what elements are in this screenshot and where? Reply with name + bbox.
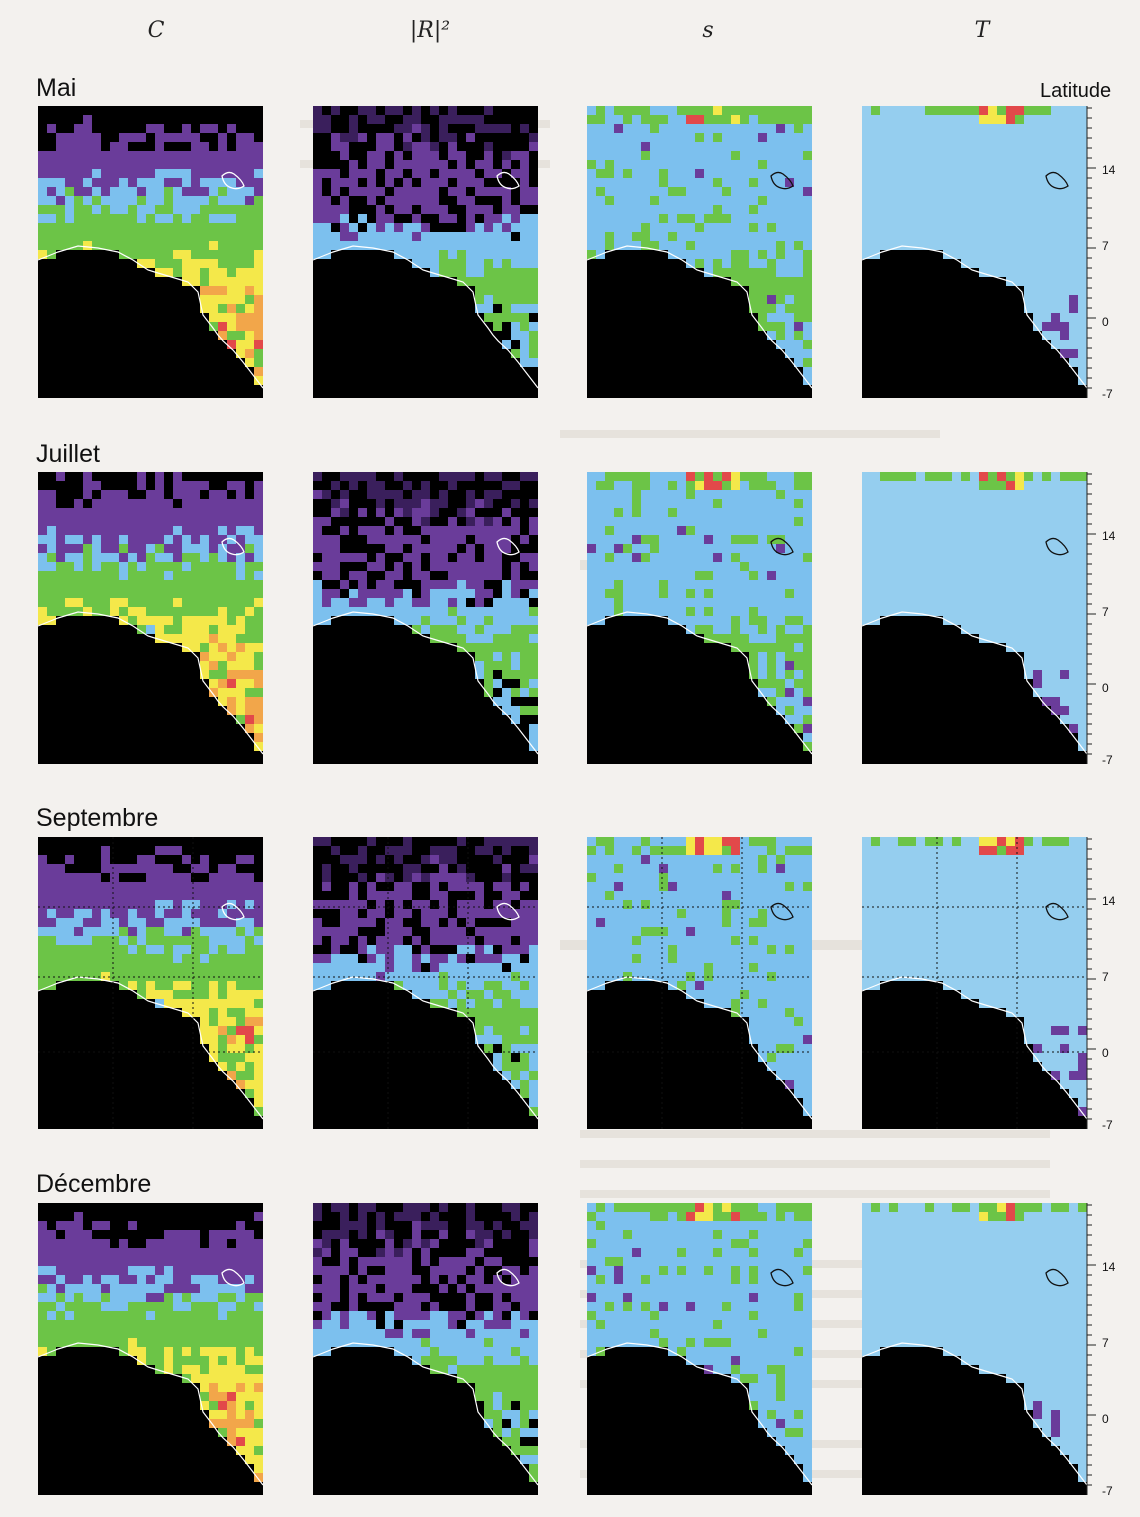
latitude-tick-label: 0 bbox=[1102, 681, 1109, 696]
latitude-tick-label: 14 bbox=[1102, 1260, 1116, 1275]
column-header-s: s bbox=[702, 18, 714, 43]
coastline bbox=[313, 245, 538, 389]
map-raster bbox=[862, 837, 1087, 1129]
map-raster bbox=[587, 472, 812, 764]
map-panel-c-mai bbox=[38, 106, 263, 398]
map-panel-t-juillet bbox=[862, 472, 1087, 764]
map-raster bbox=[587, 106, 812, 398]
map-panel-r2-decembre bbox=[313, 1203, 538, 1495]
column-header-t: T bbox=[974, 18, 990, 43]
coastline bbox=[313, 1342, 538, 1486]
map-panel-r2-juillet bbox=[313, 472, 538, 764]
map-panel-s-decembre bbox=[587, 1203, 812, 1495]
lake-outline bbox=[1045, 171, 1069, 190]
coastline bbox=[862, 245, 1087, 389]
latitude-tick-label: 0 bbox=[1102, 315, 1109, 330]
map-panel-c-juillet bbox=[38, 472, 263, 764]
latitude-tick-label: -7 bbox=[1102, 1483, 1113, 1498]
map-raster bbox=[313, 472, 538, 764]
lake-outline bbox=[770, 1268, 794, 1287]
map-panel-s-juillet bbox=[587, 472, 812, 764]
map-panel-t-decembre bbox=[862, 1203, 1087, 1495]
coastline bbox=[862, 976, 1087, 1120]
month-label-septembre: Septembre bbox=[36, 804, 159, 832]
month-label-juillet: Juillet bbox=[36, 440, 100, 468]
axis-ticks bbox=[1086, 472, 1096, 764]
coastline bbox=[587, 976, 812, 1120]
column-header-r: |R|² bbox=[409, 18, 451, 43]
lake-outline bbox=[221, 537, 245, 556]
month-label-mai: Mai bbox=[36, 74, 77, 102]
lake-outline bbox=[496, 1268, 520, 1287]
lake-outline bbox=[496, 171, 520, 190]
latitude-tick-label: 14 bbox=[1102, 894, 1116, 909]
map-raster bbox=[38, 472, 263, 764]
coastline bbox=[38, 611, 263, 755]
map-raster bbox=[587, 1203, 812, 1495]
map-raster bbox=[38, 837, 263, 1129]
latitude-axis-row-1: 14 7 0 -7 bbox=[1086, 106, 1140, 401]
axis-ticks bbox=[1086, 1203, 1096, 1495]
coastline bbox=[313, 611, 538, 755]
map-raster bbox=[313, 106, 538, 398]
coastline bbox=[38, 1342, 263, 1486]
coastline bbox=[862, 1342, 1087, 1486]
latitude-tick-label: 0 bbox=[1102, 1046, 1109, 1061]
map-raster bbox=[38, 106, 263, 398]
coastline bbox=[38, 245, 263, 389]
lake-outline bbox=[496, 537, 520, 556]
latitude-tick-label: 7 bbox=[1102, 970, 1109, 985]
latitude-tick-label: 14 bbox=[1102, 529, 1116, 544]
latitude-tick-label: -7 bbox=[1102, 386, 1113, 401]
column-header-c: C bbox=[147, 18, 165, 43]
map-raster bbox=[862, 1203, 1087, 1495]
axis-ticks bbox=[1086, 106, 1096, 398]
map-panel-s-mai bbox=[587, 106, 812, 398]
map-panel-c-decembre bbox=[38, 1203, 263, 1495]
map-raster bbox=[313, 1203, 538, 1495]
lake-outline bbox=[221, 171, 245, 190]
map-panel-r2-mai bbox=[313, 106, 538, 398]
coastline bbox=[862, 611, 1087, 755]
map-raster bbox=[313, 837, 538, 1129]
latitude-tick-label: 7 bbox=[1102, 239, 1109, 254]
lake-outline bbox=[1045, 1268, 1069, 1287]
latitude-axis-row-2: 14 7 0 -7 bbox=[1086, 472, 1140, 767]
latitude-tick-label: 14 bbox=[1102, 163, 1116, 178]
latitude-axis-row-4: 14 7 0 -7 bbox=[1086, 1203, 1140, 1498]
axis-ticks bbox=[1086, 837, 1096, 1129]
month-label-decembre: Décembre bbox=[36, 1170, 152, 1198]
lake-outline bbox=[770, 171, 794, 190]
lake-outline bbox=[770, 902, 794, 921]
latitude-tick-label: -7 bbox=[1102, 752, 1113, 767]
latitude-axis-row-3: 14 7 0 -7 bbox=[1086, 837, 1140, 1132]
map-raster bbox=[862, 106, 1087, 398]
coastline bbox=[38, 976, 263, 1120]
lake-outline bbox=[770, 537, 794, 556]
coastline bbox=[587, 245, 812, 389]
lake-outline bbox=[496, 902, 520, 921]
map-raster bbox=[587, 837, 812, 1129]
coastline bbox=[587, 1342, 812, 1486]
map-panel-t-septembre bbox=[862, 837, 1087, 1129]
map-panel-t-mai bbox=[862, 106, 1087, 398]
lake-outline bbox=[221, 902, 245, 921]
axis-label-latitude: Latitude bbox=[1040, 80, 1112, 102]
lake-outline bbox=[221, 1268, 245, 1287]
map-raster bbox=[38, 1203, 263, 1495]
lake-outline bbox=[1045, 902, 1069, 921]
map-panel-s-septembre bbox=[587, 837, 812, 1129]
map-raster bbox=[862, 472, 1087, 764]
map-panel-r2-septembre bbox=[313, 837, 538, 1129]
coastline bbox=[587, 611, 812, 755]
latitude-tick-label: 0 bbox=[1102, 1412, 1109, 1427]
latitude-tick-label: -7 bbox=[1102, 1117, 1113, 1132]
lake-outline bbox=[1045, 537, 1069, 556]
coastline bbox=[313, 976, 538, 1120]
map-panel-c-septembre bbox=[38, 837, 263, 1129]
latitude-tick-label: 7 bbox=[1102, 605, 1109, 620]
latitude-tick-label: 7 bbox=[1102, 1336, 1109, 1351]
